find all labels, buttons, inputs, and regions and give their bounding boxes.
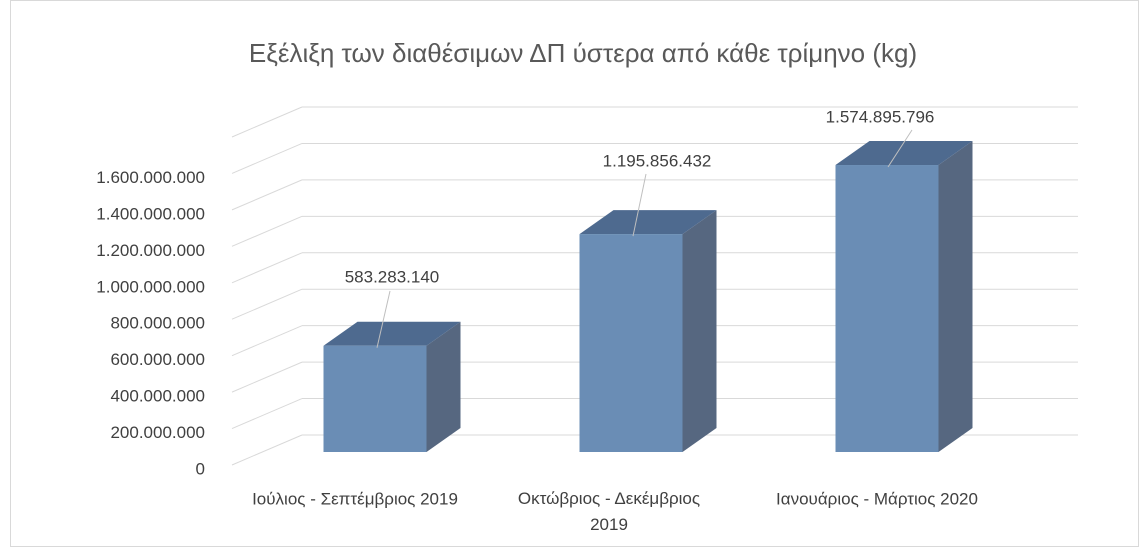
y-tick-label: 1.200.000.000 <box>96 241 205 260</box>
grid-line <box>231 288 303 320</box>
bar <box>579 234 683 452</box>
grid-line <box>231 361 303 393</box>
grid-line <box>231 252 303 284</box>
leader-line <box>632 173 647 237</box>
grid-line <box>231 398 303 430</box>
data-label: 1.195.856.432 <box>603 151 712 170</box>
grid-line <box>231 434 303 466</box>
bar <box>323 345 427 452</box>
y-tick-label: 400.000.000 <box>110 387 205 406</box>
bar-side <box>938 141 973 452</box>
y-tick-label: 600.000.000 <box>110 350 205 369</box>
data-label: 583.283.140 <box>345 267 440 286</box>
bar-top <box>579 210 717 235</box>
grid-line <box>231 215 303 247</box>
y-tick-label: 1.400.000.000 <box>96 204 205 223</box>
bar-side <box>682 210 717 452</box>
grid-line <box>231 179 303 211</box>
y-tick-label: 800.000.000 <box>110 314 205 333</box>
data-label: 1.574.895.796 <box>826 107 935 126</box>
y-tick-label: 1.000.000.000 <box>96 277 205 296</box>
grid-line <box>231 142 303 174</box>
leader-line <box>376 290 391 348</box>
bar-top <box>323 321 461 346</box>
y-tick-label: 200.000.000 <box>110 423 205 442</box>
bar <box>835 165 939 452</box>
leader-line <box>887 129 913 168</box>
x-tick-label: Ιούλιος - Σεπτέμβριος 2019 <box>252 489 458 508</box>
chart-title: Εξέλιξη των διαθέσιμων ΔΠ ύστερα από κάθ… <box>249 38 917 68</box>
x-tick-label: Οκτώβριος - Δεκέμβριος 2019 <box>518 489 700 534</box>
y-tick-label: 0 <box>196 459 205 478</box>
bar-top <box>835 141 973 166</box>
y-tick-label: 1.600.000.000 <box>96 168 205 187</box>
wall-edge <box>231 106 303 138</box>
x-tick-label: Ιανουάριος - Μάρτιος 2020 <box>776 489 978 508</box>
grid-line <box>231 325 303 357</box>
bar-side <box>426 321 461 452</box>
